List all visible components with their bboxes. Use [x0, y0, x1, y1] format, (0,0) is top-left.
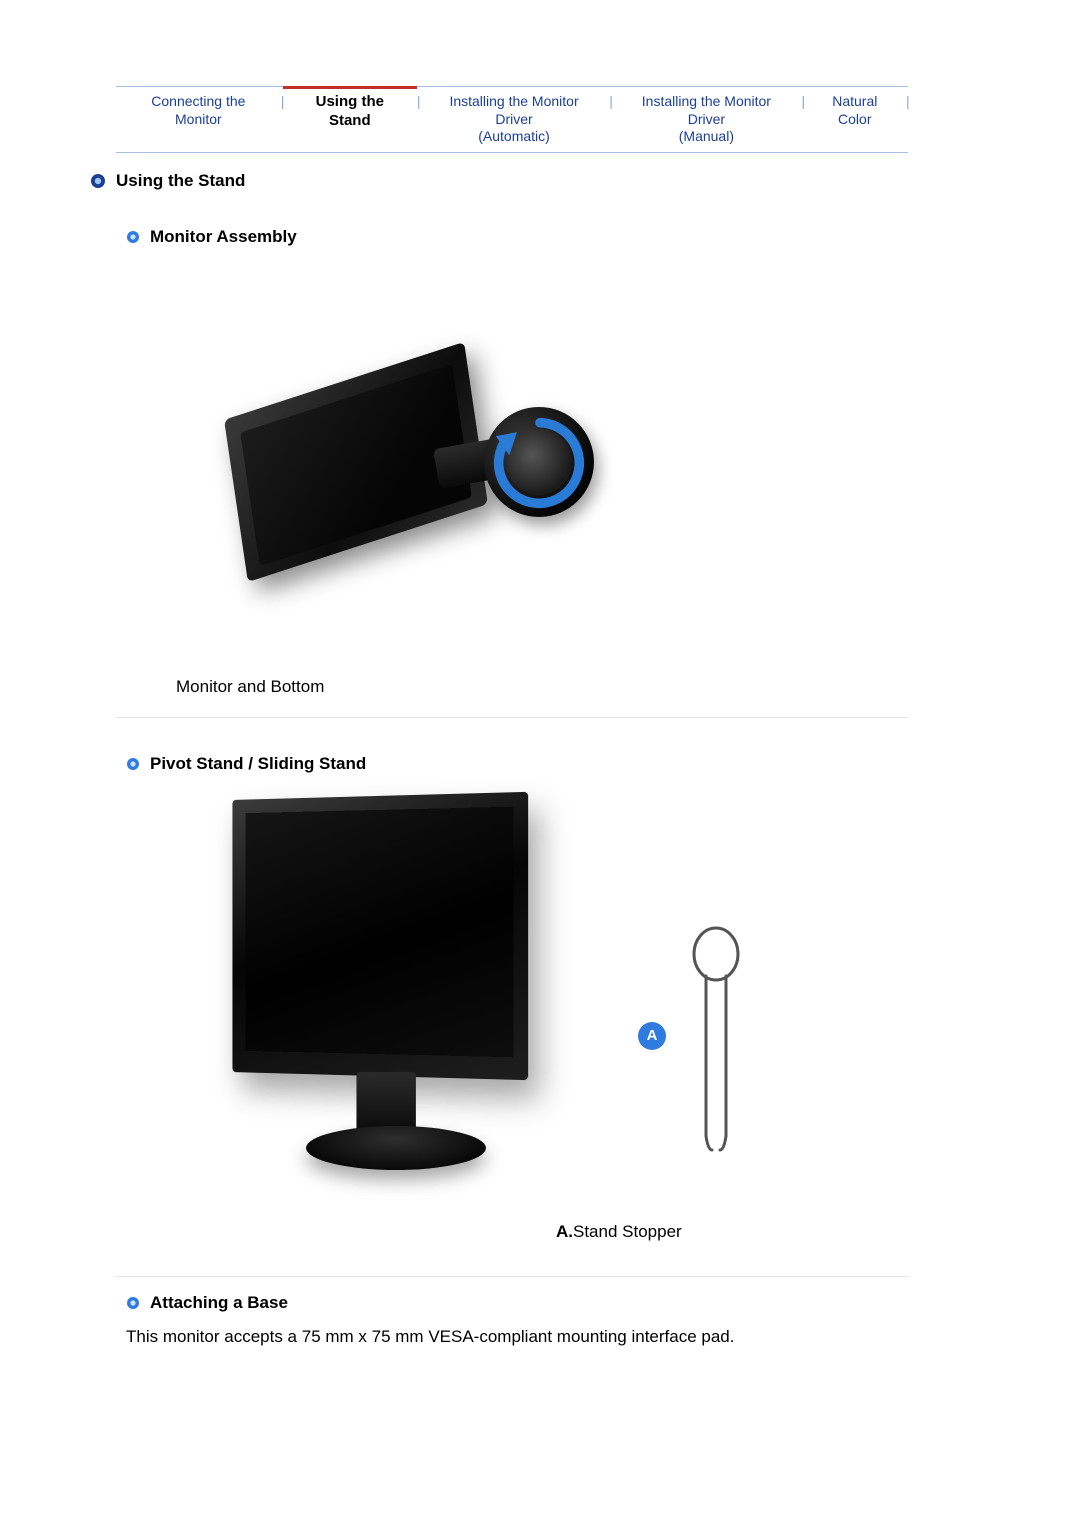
subheading-row: Attaching a Base: [126, 1293, 908, 1313]
caption-label: A.: [556, 1222, 573, 1241]
page-title: Using the Stand: [116, 171, 245, 191]
nav-label: Installing the Monitor Driver: [642, 93, 771, 127]
stand-base: [306, 1126, 486, 1170]
subheading-row: Monitor Assembly: [126, 227, 908, 247]
nav-label: Using the Stand: [316, 93, 384, 129]
figure-monitor-assembly: [116, 247, 908, 677]
stand-neck: [356, 1071, 415, 1133]
document-page: Connecting the Monitor | Using the Stand…: [0, 0, 1080, 1528]
nav-item-using-stand[interactable]: Using the Stand: [283, 86, 417, 137]
subheading-row: Pivot Stand / Sliding Stand: [126, 754, 908, 774]
section-title: Monitor Assembly: [150, 227, 297, 247]
bullet-icon: [126, 230, 140, 244]
nav-label: Natural Color: [832, 93, 877, 127]
bullet-icon: [126, 1296, 140, 1310]
figure-caption: A.Stand Stopper: [556, 1222, 682, 1242]
section-title: Pivot Stand / Sliding Stand: [150, 754, 366, 774]
figure-caption: Monitor and Bottom: [176, 677, 908, 697]
caption-text: Stand Stopper: [573, 1222, 682, 1241]
nav-label-sub: (Manual): [621, 128, 791, 146]
section-title: Attaching a Base: [150, 1293, 288, 1313]
bullet-icon: [126, 757, 140, 771]
monitor-display-area: [245, 806, 513, 1057]
nav-label-sub: (Automatic): [429, 128, 599, 146]
illustration-monitor-on-stand: A: [226, 796, 786, 1226]
body-paragraph: This monitor accepts a 75 mm x 75 mm VES…: [126, 1327, 908, 1347]
nav-label: Connecting the Monitor: [151, 93, 245, 127]
section-nav: Connecting the Monitor | Using the Stand…: [116, 86, 908, 153]
nav-separator: |: [906, 87, 908, 109]
divider: [116, 1276, 908, 1277]
nav-item-driver-manual[interactable]: Installing the Monitor Driver (Manual): [611, 87, 801, 152]
nav-item-connecting[interactable]: Connecting the Monitor: [116, 87, 281, 134]
illustration-monitor-laid-down: [236, 347, 576, 607]
heading-row: Using the Stand: [90, 171, 908, 191]
stand-base-disc-inner: [506, 429, 572, 495]
figure-pivot-stand: A A.Stand Stopper: [116, 786, 908, 1256]
stand-stopper-pin-icon: [686, 926, 746, 1156]
section-main: Using the Stand Monitor Assembly: [116, 171, 908, 1347]
content-column: Connecting the Monitor | Using the Stand…: [116, 86, 908, 1347]
nav-label: Installing the Monitor Driver: [449, 93, 578, 127]
nav-item-natural-color[interactable]: Natural Color: [804, 87, 906, 134]
divider: [116, 717, 908, 718]
callout-badge-a: A: [638, 1022, 666, 1050]
bullet-icon: [90, 173, 106, 189]
nav-item-driver-auto[interactable]: Installing the Monitor Driver (Automatic…: [419, 87, 609, 152]
